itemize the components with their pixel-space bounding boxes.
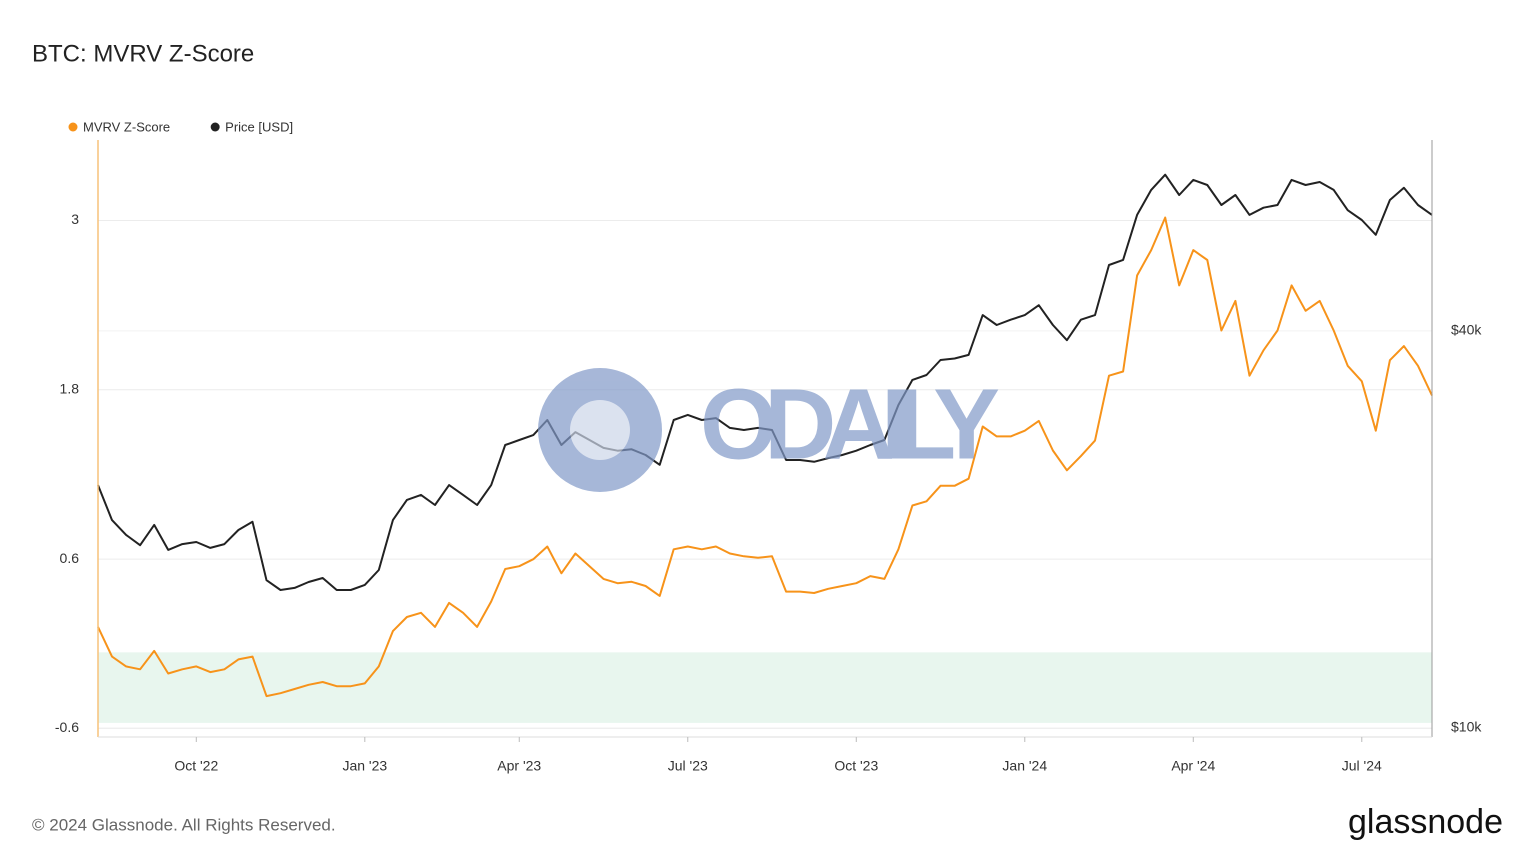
watermark-logo bbox=[538, 368, 662, 492]
legend-label: Price [USD] bbox=[225, 119, 293, 134]
legend-marker bbox=[68, 122, 78, 132]
x-tick-label: Jul '23 bbox=[668, 758, 708, 774]
y-tick-label: 0.6 bbox=[60, 550, 80, 566]
y-tick-label: 3 bbox=[71, 211, 79, 227]
series-line bbox=[97, 173, 1433, 591]
y2-tick-label: $10k bbox=[1451, 719, 1482, 735]
x-tick-label: Jul '24 bbox=[1342, 758, 1382, 774]
x-tick-label: Apr '24 bbox=[1171, 758, 1215, 774]
series-line bbox=[97, 216, 1433, 698]
x-tick-label: Apr '23 bbox=[497, 758, 541, 774]
x-tick-label: Oct '22 bbox=[174, 758, 218, 774]
chart-title: BTC: MVRV Z-Score bbox=[32, 40, 254, 67]
legend-marker bbox=[210, 122, 220, 132]
y-tick-label: 1.8 bbox=[60, 381, 80, 397]
watermark-logo-inner bbox=[570, 400, 630, 460]
watermark: ODAILY bbox=[538, 368, 1000, 492]
legend-label: MVRV Z-Score bbox=[83, 119, 170, 134]
watermark-text: ODAILY bbox=[700, 368, 1000, 480]
x-tick-label: Jan '23 bbox=[342, 758, 387, 774]
x-tick-label: Jan '24 bbox=[1002, 758, 1047, 774]
x-tick-label: Oct '23 bbox=[834, 758, 878, 774]
plot-area bbox=[97, 173, 1433, 730]
brand: glassnode bbox=[1348, 803, 1503, 841]
y2-tick-label: $40k bbox=[1451, 322, 1482, 338]
copyright: © 2024 Glassnode. All Rights Reserved. bbox=[32, 815, 336, 834]
zone bbox=[98, 652, 1432, 723]
y-tick-label: -0.6 bbox=[55, 719, 79, 735]
